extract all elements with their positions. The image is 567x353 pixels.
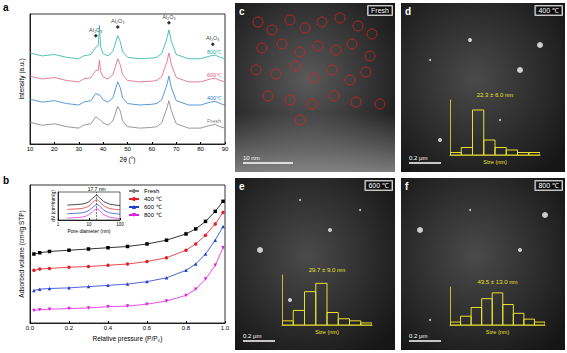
svg-text:60: 60: [149, 146, 156, 152]
svg-text:800℃: 800℃: [207, 49, 222, 55]
svg-text:0.4: 0.4: [104, 325, 113, 331]
svg-text:30: 30: [75, 146, 82, 152]
svg-text:0.2 μm: 0.2 μm: [409, 155, 427, 161]
svg-text:10 nm: 10 nm: [243, 155, 260, 161]
svg-text:800 ℃: 800 ℃: [144, 212, 162, 218]
svg-text:Al₂O₃: Al₂O₃: [89, 27, 103, 33]
svg-text:1.0: 1.0: [221, 325, 230, 331]
svg-text:2θ (°): 2θ (°): [120, 156, 136, 164]
svg-text:Adsorbed volume (cm³/g STP): Adsorbed volume (cm³/g STP): [18, 210, 26, 297]
svg-text:80: 80: [197, 146, 204, 152]
svg-text:Size (nm): Size (nm): [486, 329, 510, 335]
svg-text:20: 20: [51, 146, 58, 152]
svg-text:600 ℃: 600 ℃: [368, 182, 389, 189]
svg-text:Intensity (a.u.): Intensity (a.u.): [18, 58, 26, 99]
svg-text:Pore diameter (nm): Pore diameter (nm): [67, 228, 110, 234]
svg-text:Al₂O₃: Al₂O₃: [206, 35, 220, 41]
svg-text:Al₂O₃: Al₂O₃: [162, 14, 176, 20]
svg-text:70: 70: [173, 146, 180, 152]
svg-text:Size (nm): Size (nm): [483, 159, 507, 165]
svg-text:43.5 ± 13.0 nm: 43.5 ± 13.0 nm: [478, 279, 518, 285]
svg-text:0.0: 0.0: [26, 325, 35, 331]
svg-text:e: e: [239, 181, 245, 192]
svg-text:0.8: 0.8: [182, 325, 191, 331]
svg-text:600 ℃: 600 ℃: [144, 204, 162, 210]
svg-text:800 ℃: 800 ℃: [538, 182, 559, 189]
svg-text:b: b: [3, 175, 9, 186]
svg-text:Size (nm): Size (nm): [315, 329, 339, 335]
svg-text:10: 10: [86, 222, 92, 227]
svg-text:0.2 μm: 0.2 μm: [409, 333, 427, 339]
svg-text:c: c: [239, 6, 245, 17]
svg-text:0.2: 0.2: [65, 325, 74, 331]
svg-text:29.7 ± 9.0 nm: 29.7 ± 9.0 nm: [309, 267, 346, 273]
svg-text:90: 90: [222, 146, 229, 152]
svg-text:a: a: [3, 2, 9, 13]
svg-text:dV (cm³/nm/g): dV (cm³/nm/g): [50, 190, 56, 222]
svg-text:100: 100: [116, 222, 124, 227]
svg-text:17.7 nm: 17.7 nm: [88, 186, 106, 192]
svg-text:22.3 ± 6.0 nm: 22.3 ± 6.0 nm: [477, 92, 514, 98]
svg-text:600℃: 600℃: [207, 72, 222, 78]
svg-text:Fresh: Fresh: [371, 7, 389, 14]
svg-text:40: 40: [100, 146, 107, 152]
svg-text:10: 10: [27, 146, 34, 152]
svg-text:0.6: 0.6: [143, 325, 152, 331]
svg-text:400 ℃: 400 ℃: [538, 7, 559, 14]
svg-text:f: f: [405, 181, 409, 192]
svg-text:Fresh: Fresh: [144, 188, 159, 194]
svg-text:50: 50: [124, 146, 131, 152]
svg-text:400℃: 400℃: [207, 95, 222, 101]
svg-text:400 ℃: 400 ℃: [144, 196, 162, 202]
svg-text:Fresh: Fresh: [207, 118, 221, 124]
svg-text:Al₂O₃: Al₂O₃: [111, 18, 125, 24]
svg-text:d: d: [405, 6, 411, 17]
svg-text:1: 1: [57, 222, 60, 227]
svg-text:0.2 μm: 0.2 μm: [243, 333, 261, 339]
svg-text:Relative pressure (P/P₀): Relative pressure (P/P₀): [93, 335, 163, 343]
